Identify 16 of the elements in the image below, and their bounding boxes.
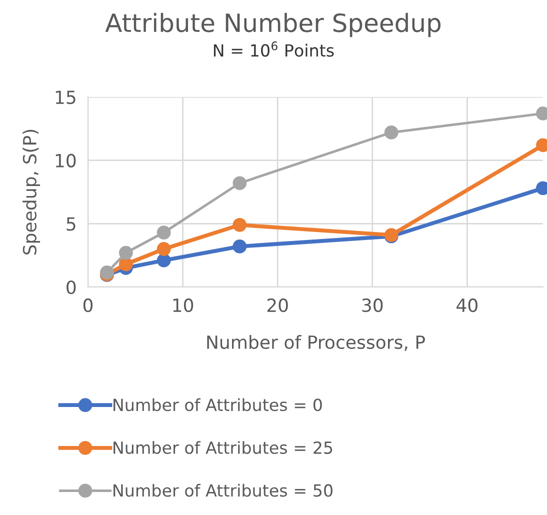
x-tick-label: 40 bbox=[456, 298, 478, 312]
y-tick-label: 10 bbox=[56, 154, 76, 168]
x-tick-label: 30 bbox=[362, 298, 383, 312]
legend-label: Number of Attributes = 50 bbox=[114, 484, 332, 497]
y-tick-label: 5 bbox=[66, 217, 76, 231]
x-tick-label: 20 bbox=[267, 298, 288, 312]
x-axis-title: Number of Processors, P bbox=[207, 335, 425, 351]
chart-title: Attribute Number Speedup bbox=[105, 12, 441, 38]
y-tick-label: 15 bbox=[56, 90, 76, 104]
chart-subtitle: N = 10$^{6}$ Points bbox=[214, 41, 334, 57]
legend-label: Number of Attributes = 0 bbox=[114, 398, 322, 412]
legend-label: Number of Attributes = 25 bbox=[114, 441, 332, 454]
x-tick-label: 10 bbox=[173, 298, 194, 312]
y-axis-title: Speedup, S(P) bbox=[22, 130, 40, 255]
y-tick-label: 0 bbox=[66, 280, 76, 294]
x-tick-label: 0 bbox=[83, 298, 93, 312]
